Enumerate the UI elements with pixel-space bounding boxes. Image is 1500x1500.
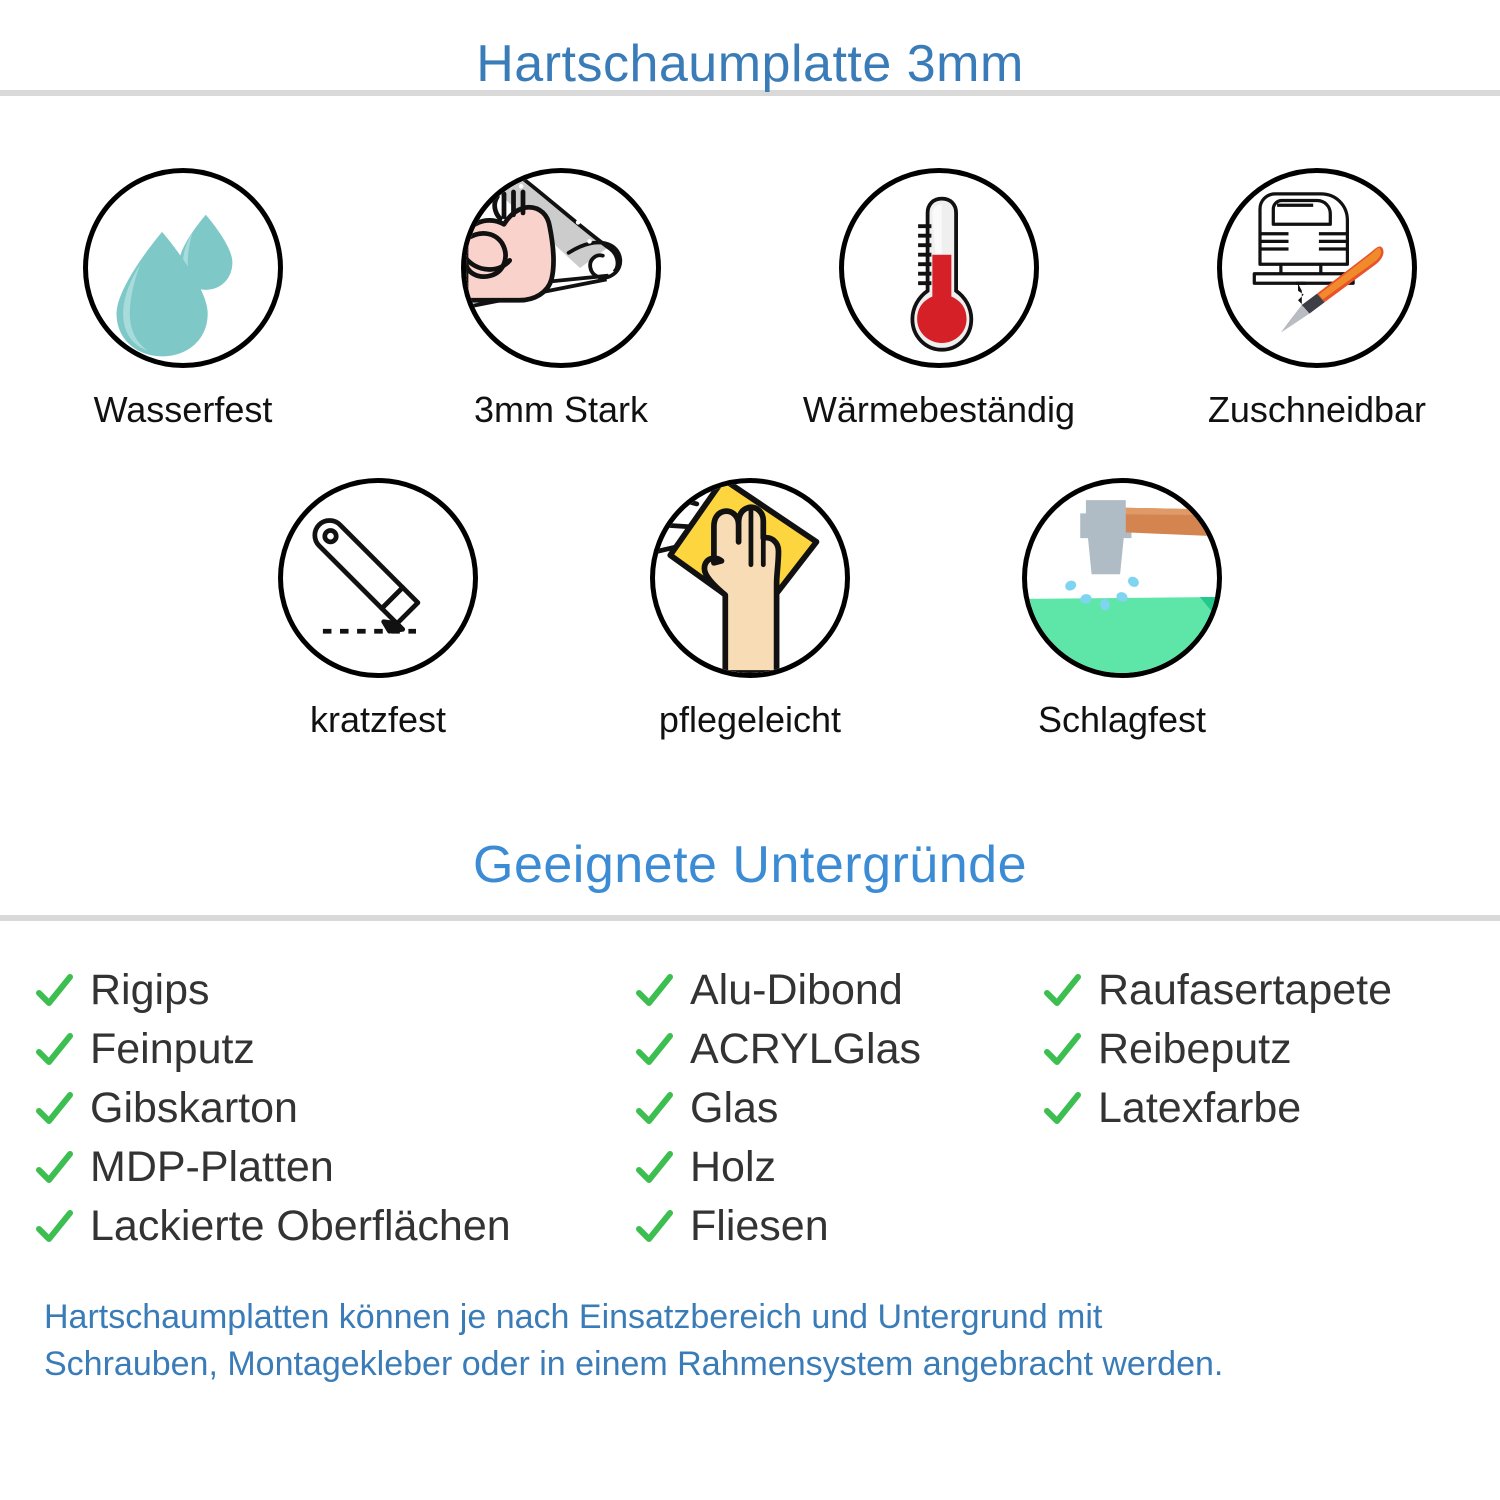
substrate-column-2: Alu-Dibond ACRYLGlas Glas Holz Fliesen	[634, 963, 1042, 1254]
page-title: Hartschaumplatte 3mm	[476, 35, 1024, 93]
check-icon	[634, 1089, 674, 1129]
list-item: Gibskarton	[34, 1081, 634, 1136]
check-icon	[634, 1148, 674, 1188]
list-item-label: Feinputz	[90, 1025, 255, 1074]
list-item-label: Reibeputz	[1098, 1025, 1292, 1074]
substrates-heading-block: Geeignete Untergründe	[0, 835, 1500, 891]
feature-row-1: Wasserfest	[0, 168, 1500, 430]
hand-cleaning-cloth-icon	[650, 477, 850, 678]
feature-zuschneidbar: Zuschneidbar	[1172, 168, 1462, 430]
check-icon	[634, 971, 674, 1011]
check-icon	[34, 1207, 74, 1247]
flexed-arm-board-icon	[461, 168, 661, 368]
feature-label: Schlagfest	[1037, 698, 1207, 740]
check-icon	[1042, 971, 1082, 1011]
list-item-label: Alu-Dibond	[690, 966, 903, 1015]
list-item: MDP-Platten	[34, 1140, 634, 1195]
feature-label: Wasserfest	[93, 389, 273, 430]
list-item-label: ACRYLGlas	[690, 1025, 922, 1074]
utility-knife-dashed-line-icon	[278, 477, 478, 678]
hammer-impact-panel-icon	[1022, 477, 1222, 678]
list-item: Fliesen	[634, 1199, 1042, 1254]
footer-note-line: Schrauben, Montagekleber oder in einem R…	[44, 1345, 1224, 1384]
list-item-label: Raufasertapete	[1098, 966, 1393, 1015]
feature-label: pflegeleicht	[658, 698, 842, 740]
feature-row-2: kratzfest pflegeleicht	[0, 477, 1500, 740]
footer-note-line: Hartschaumplatten können je nach Einsatz…	[44, 1298, 1103, 1337]
divider-middle	[0, 915, 1500, 922]
feature-pflegeleicht: pflegeleicht	[605, 477, 895, 740]
footer-note: Hartschaumplatten können je nach Einsatz…	[0, 1294, 1500, 1388]
check-icon	[634, 1030, 674, 1070]
feature-waermebestaendig: Wärmebeständig	[794, 168, 1084, 430]
check-icon	[34, 971, 74, 1011]
thermometer-icon	[839, 168, 1039, 368]
substrate-column-1: Rigips Feinputz Gibskarton MDP-Platten L…	[34, 963, 634, 1254]
feature-label: 3mm Stark	[473, 389, 649, 430]
list-item-label: MDP-Platten	[90, 1143, 334, 1192]
substrates-heading: Geeignete Untergründe	[473, 836, 1027, 895]
feature-schlagfest: Schlagfest	[977, 477, 1267, 740]
list-item: Rigips	[34, 963, 634, 1018]
list-item-label: Latexfarbe	[1098, 1084, 1302, 1133]
water-drops-icon	[83, 168, 283, 368]
feature-wasserfest: Wasserfest	[38, 168, 328, 430]
check-icon	[634, 1207, 674, 1247]
feature-label: Zuschneidbar	[1207, 389, 1427, 430]
list-item-label: Fliesen	[690, 1202, 829, 1251]
list-item-label: Glas	[690, 1084, 779, 1133]
check-icon	[34, 1148, 74, 1188]
list-item: Feinputz	[34, 1022, 634, 1077]
list-item-label: Holz	[690, 1143, 777, 1192]
list-item-label: Lackierte Oberflächen	[90, 1202, 511, 1251]
title-block: Hartschaumplatte 3mm	[0, 0, 1500, 90]
list-item-label: Rigips	[90, 966, 210, 1015]
list-item: Reibeputz	[1042, 1022, 1482, 1077]
list-item: Holz	[634, 1140, 1042, 1195]
list-item: Glas	[634, 1081, 1042, 1136]
feature-label: kratzfest	[309, 698, 447, 740]
feature-kratzfest: kratzfest	[233, 477, 523, 740]
substrate-column-3: Raufasertapete Reibeputz Latexfarbe	[1042, 963, 1482, 1254]
check-icon	[1042, 1030, 1082, 1070]
check-icon	[1042, 1089, 1082, 1129]
check-icon	[34, 1030, 74, 1070]
check-icon	[34, 1089, 74, 1129]
list-item: Lackierte Oberflächen	[34, 1199, 634, 1254]
list-item: Raufasertapete	[1042, 963, 1482, 1018]
list-item: ACRYLGlas	[634, 1022, 1042, 1077]
jigsaw-knife-icon	[1217, 168, 1417, 368]
feature-label: Wärmebeständig	[802, 389, 1076, 430]
feature-3mm-stark: 3mm Stark	[416, 168, 706, 430]
list-item: Latexfarbe	[1042, 1081, 1482, 1136]
substrate-checklist: Rigips Feinputz Gibskarton MDP-Platten L…	[0, 963, 1500, 1254]
list-item-label: Gibskarton	[90, 1084, 298, 1133]
list-item: Alu-Dibond	[634, 963, 1042, 1018]
divider-top	[0, 90, 1500, 96]
